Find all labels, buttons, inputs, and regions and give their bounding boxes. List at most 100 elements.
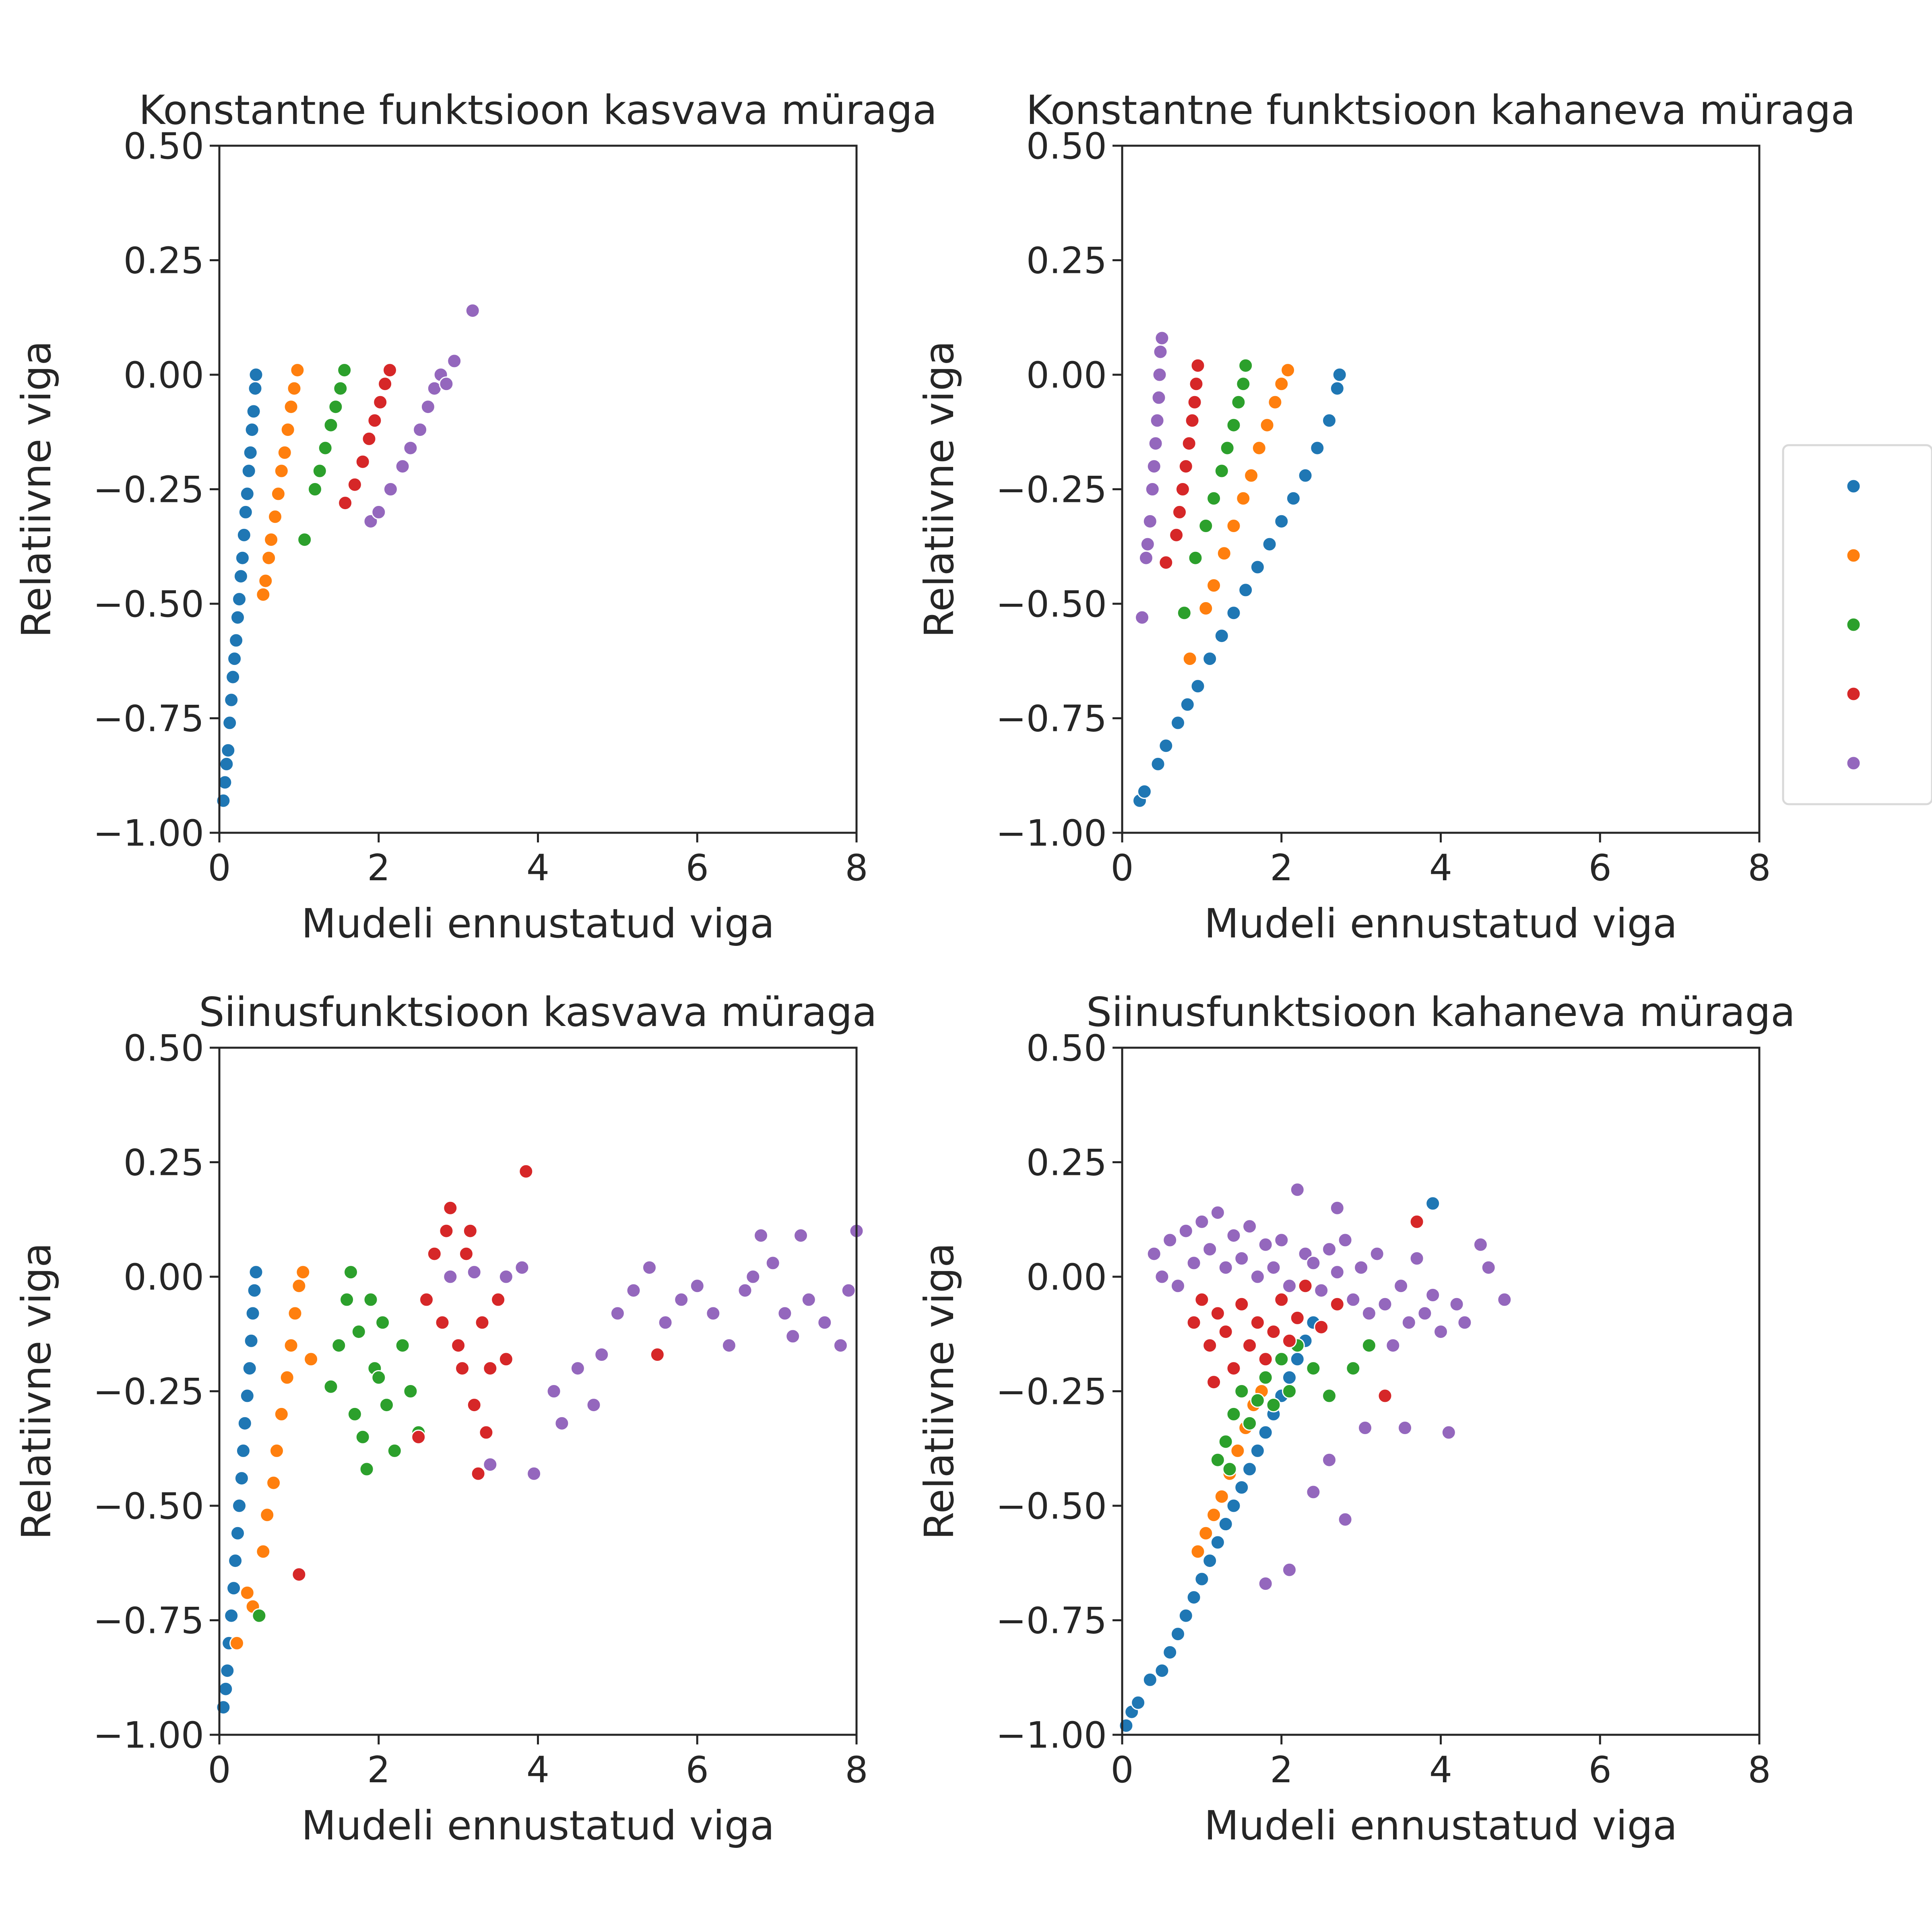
y-tick-label: −1.00: [996, 812, 1107, 855]
point-s4-2: [411, 1429, 426, 1445]
point-s5-41: [1473, 1237, 1488, 1252]
point-s1-14: [242, 1361, 257, 1376]
x-tick-label: 8: [845, 847, 868, 889]
y-tick-label: 0.50: [124, 1027, 204, 1069]
legend-marker-1: [1846, 479, 1861, 494]
point-s5-26: [793, 1228, 808, 1243]
point-s4-2: [1194, 1292, 1210, 1307]
point-s4-3: [355, 454, 370, 469]
y-tick-label: −0.25: [93, 469, 204, 511]
point-s5-19: [1290, 1182, 1305, 1197]
x-tick-label: 0: [1110, 1749, 1133, 1791]
point-s5-36: [1425, 1288, 1441, 1302]
point-s5-7: [1148, 436, 1163, 451]
point-s3-3: [1226, 1406, 1241, 1422]
point-s2-2: [239, 1585, 255, 1600]
point-s2-10: [283, 399, 299, 415]
point-s5-5: [514, 1260, 530, 1275]
point-s5-8: [1150, 413, 1165, 428]
y-tick-label: −1.00: [996, 1714, 1107, 1757]
panel-title: Konstantne funktsioon kahaneva müraga: [1026, 87, 1856, 134]
point-s5-13: [1242, 1219, 1257, 1234]
point-s3-14: [1346, 1361, 1361, 1376]
point-s4-20: [1409, 1214, 1424, 1229]
x-tick-label: 2: [367, 847, 390, 889]
point-s4-1: [338, 495, 353, 511]
panels: 0 2 4 6 8 0.50 0.25 0.00 −0.25 −0.50 −0.75 −1.00 Kon…: [13, 87, 1856, 1849]
point-s2-12: [1280, 363, 1296, 378]
point-s1-17: [1250, 1443, 1265, 1458]
point-s5-27: [801, 1292, 816, 1307]
point-s3-6: [1220, 440, 1235, 456]
point-s1-12: [233, 569, 248, 584]
point-s5-10: [1152, 367, 1167, 382]
point-s4-9: [458, 1246, 474, 1261]
point-s5-28: [817, 1315, 832, 1330]
point-s1-11: [1238, 582, 1253, 598]
point-s5-29: [833, 1338, 848, 1353]
y-tick-label: −0.50: [93, 1485, 204, 1527]
point-s3-9: [1236, 376, 1251, 392]
point-s1-11: [232, 592, 247, 607]
y-tick-label: −0.75: [996, 1600, 1107, 1642]
point-s3-13: [395, 1338, 410, 1353]
point-s5-51: [1397, 1420, 1412, 1435]
point-s1-8: [1178, 1608, 1193, 1623]
point-s5-17: [1274, 1232, 1289, 1248]
panel-title: Konstantne funktsioon kasvava müraga: [139, 87, 937, 134]
point-s5-5: [1145, 482, 1160, 497]
point-s3-11: [379, 1397, 394, 1413]
point-s2-11: [287, 1306, 303, 1321]
point-s2-2: [1198, 601, 1214, 616]
point-s3-7: [1258, 1370, 1273, 1385]
point-s1-15: [1234, 1480, 1249, 1495]
point-s1-13: [235, 550, 250, 566]
point-s3-8: [1266, 1397, 1281, 1413]
point-s5-3: [483, 1457, 498, 1472]
point-s2-3: [1206, 1507, 1222, 1523]
point-s5-9: [1210, 1205, 1225, 1220]
point-s4-19: [455, 1361, 470, 1376]
point-s4-20: [462, 1223, 478, 1238]
point-s5-23: [1322, 1242, 1337, 1257]
point-s5-42: [1481, 1260, 1496, 1275]
point-s5-1: [443, 1269, 458, 1284]
point-s5-46: [1338, 1512, 1353, 1527]
legend-marker-4: [1846, 686, 1861, 702]
point-s2-7: [269, 1443, 284, 1458]
point-s4-4: [427, 1246, 442, 1261]
x-tick-label: 4: [1429, 847, 1452, 889]
point-s5-13: [626, 1283, 641, 1298]
point-s5-35: [1417, 1306, 1432, 1321]
point-s5-37: [1433, 1324, 1448, 1340]
panel-title: Siinusfunktsioon kasvava müraga: [199, 989, 877, 1036]
point-s1-8: [227, 651, 242, 667]
point-s1-7: [228, 1553, 243, 1569]
point-s4-17: [518, 1164, 534, 1179]
point-s1-6: [1180, 697, 1195, 712]
point-s2-11: [287, 381, 302, 396]
point-s5-12: [610, 1306, 625, 1321]
point-s1-3: [1131, 1695, 1146, 1710]
x-axis-label: Mudeli ennustatud viga: [1204, 1802, 1678, 1849]
point-s4-13: [479, 1425, 494, 1440]
point-s1-4: [1142, 1672, 1158, 1687]
point-s5-2: [371, 504, 386, 520]
x-tick-label: 0: [1110, 847, 1133, 889]
point-s1-5: [1170, 715, 1185, 731]
point-s3-16: [1222, 1461, 1237, 1477]
point-s4-6: [439, 1223, 454, 1238]
y-tick-label: 0.25: [1026, 240, 1107, 282]
point-s5-4: [395, 459, 410, 474]
scatter-points: [216, 1164, 864, 1715]
point-s3-4: [1206, 491, 1222, 506]
point-s3-5: [323, 417, 339, 433]
x-tick-label: 4: [526, 1749, 549, 1791]
point-s5-12: [1234, 1251, 1249, 1266]
point-s3-17: [363, 1292, 378, 1307]
point-s2-13: [295, 1265, 311, 1280]
point-s4-8: [1234, 1296, 1249, 1312]
point-s4-10: [466, 1397, 482, 1413]
y-axis-label: Relatiivne viga: [916, 341, 963, 638]
